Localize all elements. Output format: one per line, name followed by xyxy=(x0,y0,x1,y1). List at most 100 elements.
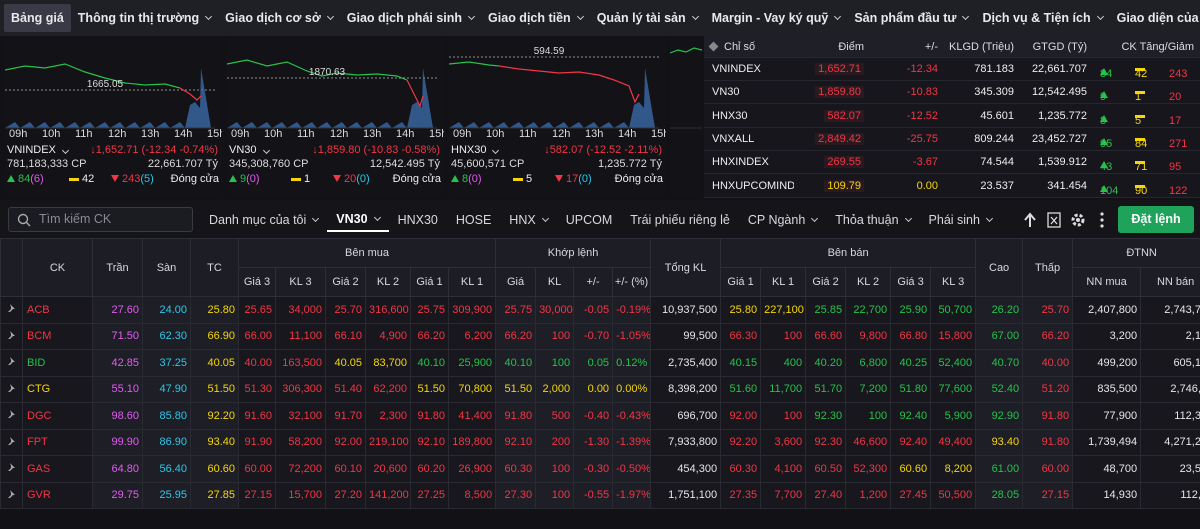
sub-header: NN mua xyxy=(1072,267,1142,297)
tab[interactable]: Trái phiếu riêng lẻ xyxy=(621,207,739,232)
stock-code: BID xyxy=(22,349,93,377)
volume-area xyxy=(5,68,211,128)
cell: 8,398,200 xyxy=(650,375,722,403)
market-status: Đóng cửa xyxy=(614,173,663,185)
cell: 51.30 xyxy=(238,375,276,403)
stock-row[interactable]: CTG 55.10 47.90 51.50 51.30 306,300 51.40 62,20… xyxy=(0,375,1200,403)
cell: 0.00% xyxy=(612,375,652,403)
pin-header xyxy=(0,238,23,297)
index-point: 582.07 xyxy=(824,109,864,122)
index-row[interactable]: HNXUPCOMINDE 109.79 0.00 23.537 341.454 104 90… xyxy=(704,175,1200,198)
search-box[interactable]: Tìm kiếm CK xyxy=(8,207,193,232)
search-icon xyxy=(17,213,31,227)
decliners: 20(0) xyxy=(333,173,370,185)
index-row[interactable]: VN30 1,859.80 -10.83 345.309 12,542.495 9 1 20 xyxy=(704,81,1200,105)
stock-row[interactable]: ACB 27.60 24.00 25.80 25.65 34,000 25.70 316,60… xyxy=(0,296,1200,324)
index-row[interactable]: VNXALL 2,849.42 -25.75 809.244 23,452.727 95 8… xyxy=(704,128,1200,151)
index-volume: 74.544 xyxy=(980,156,1014,169)
tab[interactable]: HOSE xyxy=(447,207,500,232)
cell: 100 xyxy=(535,481,575,509)
cell: 3,200 xyxy=(1072,322,1142,350)
nav-item[interactable]: Margin - Vay ký quỹ xyxy=(705,4,848,32)
tab[interactable]: UPCOM xyxy=(557,207,622,232)
cell: 60.20 xyxy=(410,455,449,483)
nav-item[interactable]: Giao dịch tiền xyxy=(481,4,590,32)
tab[interactable]: Thỏa thuận xyxy=(826,207,919,232)
nav-item[interactable]: Quản lý tài sản xyxy=(590,4,705,32)
up-icon xyxy=(1100,114,1108,122)
tab[interactable]: Danh mục của tôi xyxy=(200,207,327,232)
mini-chart xyxy=(670,47,702,129)
nav-item[interactable]: Giao diện của tôi xyxy=(1110,4,1200,32)
stock-row[interactable]: GVR 29.75 25.95 27.85 27.15 15,700 27.20 141,20… xyxy=(0,481,1200,509)
index-row[interactable]: VNINDEX 1,652.71 -12.34 781.183 22,661.707 84… xyxy=(704,58,1200,81)
cell: 40.20 xyxy=(805,349,847,377)
index-volume: 45,600,571 CP xyxy=(451,158,525,170)
dropdown-chevron xyxy=(691,12,699,21)
nav-item[interactable]: Giao dịch phái sinh xyxy=(340,4,481,32)
pin-cell xyxy=(0,375,23,403)
down-number: 17 xyxy=(1169,114,1182,127)
tab[interactable]: CP Ngành xyxy=(739,207,826,232)
cell: 2,10 xyxy=(1140,322,1200,350)
tab[interactable]: Phái sinh xyxy=(920,207,1001,232)
mini-chart: 594.59 xyxy=(449,46,659,129)
dropdown-chevron xyxy=(1096,12,1104,21)
index-change: -12.34 xyxy=(906,63,938,75)
up-number: 9 xyxy=(1100,91,1107,104)
stock-code: CTG xyxy=(22,375,93,403)
stock-row[interactable]: FPT 99.90 86.90 93.40 91.90 58,200 92.00 219,10… xyxy=(0,428,1200,456)
sub-header: KL 2 xyxy=(365,267,411,297)
cell: 4,271,23 xyxy=(1140,428,1200,456)
down-count: 20 xyxy=(344,173,357,185)
cell: 6,800 xyxy=(845,349,892,377)
cell: 4,900 xyxy=(365,322,411,350)
cell: 27.85 xyxy=(190,481,239,509)
nav-item[interactable]: Sản phẩm đầu tư xyxy=(847,4,975,32)
cell: 85.80 xyxy=(142,402,191,430)
nav-item[interactable]: Thông tin thị trường xyxy=(71,4,218,32)
index-name-text: VNINDEX xyxy=(7,144,56,156)
cell: 61.00 xyxy=(975,455,1024,483)
sub-header: Giá 3 xyxy=(890,267,932,297)
tab-label: Phái sinh xyxy=(928,212,980,227)
cell: 71.50 xyxy=(92,322,143,350)
stock-row[interactable]: BID 42.85 37.25 40.05 40.00 163,500 40.05 83,70… xyxy=(0,349,1200,377)
price-line-down xyxy=(179,87,202,101)
cell: 100 xyxy=(535,322,575,350)
nav-item[interactable]: Dịch vụ & Tiện ích xyxy=(975,4,1109,32)
tab[interactable]: HNX30 xyxy=(389,207,447,232)
index-row[interactable]: HNX30 582.07 -12.52 45.601 1,235.772 8 5 17 xyxy=(704,105,1200,128)
stock-row[interactable]: GAS 64.80 56.40 60.60 60.00 72,200 60.10 20,600… xyxy=(0,455,1200,483)
tab[interactable]: HNX xyxy=(500,207,556,232)
up-icon xyxy=(1100,161,1108,169)
tab-label: Thỏa thuận xyxy=(835,212,899,227)
cell: 306,300 xyxy=(275,375,326,403)
up-icon xyxy=(1100,137,1108,145)
tab-label: UPCOM xyxy=(565,212,613,227)
index-row[interactable]: HNXINDEX 269.55 -3.67 74.544 1,539.912 43 71 95 xyxy=(704,151,1200,175)
cell: 40.05 xyxy=(325,349,366,377)
down-icon xyxy=(333,175,341,182)
stock-row[interactable]: DGC 98.60 85.80 92.20 91.60 32,100 91.70 2,300 9… xyxy=(0,402,1200,430)
eq-count: 5 xyxy=(526,173,533,185)
dropdown-chevron xyxy=(492,146,500,155)
nav-item[interactable]: Bảng giá xyxy=(4,4,71,32)
header-row: Giá 3 KL 3 Giá 2 KL 2 Giá 1 KL 1 Giá KL +/- +/- (… xyxy=(1,267,1200,297)
pin-icon xyxy=(7,463,15,472)
stock-row[interactable]: BCM 71.50 62.30 66.90 66.00 11,100 66.10 4,900 6… xyxy=(0,322,1200,350)
tab[interactable]: VN30 xyxy=(327,207,389,232)
cell: -0.40 xyxy=(573,402,614,430)
nav-item[interactable]: Giao dịch cơ sở xyxy=(218,4,340,32)
cell: 40.10 xyxy=(495,349,537,377)
cell: 605,12 xyxy=(1140,349,1200,377)
tab-label: VN30 xyxy=(336,211,368,226)
cell: 2,000 xyxy=(535,375,575,403)
cell: 52,300 xyxy=(845,455,892,483)
sub-header: +/- (%) xyxy=(612,267,652,297)
cell: 15,800 xyxy=(930,322,977,350)
order-button[interactable]: Đặt lệnh xyxy=(1118,206,1194,233)
cell: 8,500 xyxy=(447,481,497,509)
cell: 51.40 xyxy=(325,375,366,403)
